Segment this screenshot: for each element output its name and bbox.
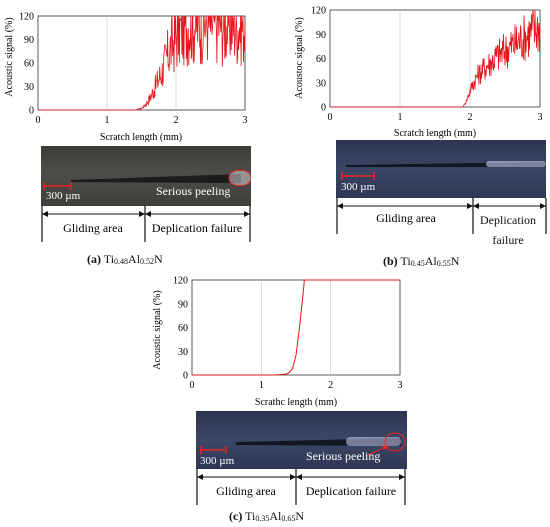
ylabel-c: Acoustic signal (%): [152, 290, 163, 369]
region-gliding-b: Gliding area: [376, 211, 436, 225]
photo-c: 300 µm Serious peeling: [196, 411, 407, 469]
gridlines-a: [106, 16, 177, 110]
region-failure-a: Deplication failure: [152, 221, 242, 235]
y-tick-label: 30: [316, 78, 326, 89]
region-bar-b: Gliding area: [336, 198, 547, 234]
gridlines-b: [399, 10, 471, 107]
x-tick-label: 3: [398, 380, 403, 391]
x-tick-label: 1: [105, 115, 110, 126]
x-tick-label: 1: [259, 380, 264, 391]
y-tick-label: 0: [29, 106, 34, 117]
ylabel-a: Acoustic signal (%): [4, 17, 15, 96]
y-tick-label: 90: [178, 299, 188, 310]
series-line-b: [330, 9, 541, 108]
ylabel-b: Acoustoc signal (%): [294, 17, 305, 99]
y-tick-label: 120: [173, 276, 188, 287]
photo-b: 300 µm: [336, 140, 546, 198]
peeling-label-c: Serious peeling: [306, 449, 381, 463]
y-tick-label: 90: [24, 35, 34, 46]
yticks-b: 0 30 60 90 120: [311, 6, 326, 114]
x-tick-label: 0: [190, 380, 195, 391]
region-bar-c: Gliding area Deplication failure: [196, 469, 406, 505]
series-line-c: [192, 279, 400, 376]
x-tick-label: 3: [243, 115, 248, 126]
region-failure-b: Deplication failure: [480, 213, 536, 247]
scale-label-b: 300 µm: [341, 181, 376, 193]
xlabel-a: Scratch length (mm): [100, 132, 182, 142]
x-tick-label: 1: [398, 112, 403, 123]
xticks-c: 0 1 2 3: [190, 380, 403, 391]
y-tick-label: 60: [316, 54, 326, 65]
series-line-a: [38, 15, 246, 111]
plot-frame-a: [37, 15, 246, 111]
photo-a: 300 µm Serious peeling: [41, 146, 251, 206]
gridlines-c: [261, 280, 331, 375]
peeling-label-a: Serious peeling: [156, 184, 231, 198]
y-tick-label: 120: [311, 6, 326, 17]
y-tick-label: 30: [178, 347, 188, 358]
yticks-a: 0 30 60 90 120: [19, 12, 34, 117]
y-tick-label: 60: [24, 59, 34, 70]
plot-frame-c: [191, 279, 401, 376]
x-tick-label: 0: [328, 112, 333, 123]
yticks-c: 0 30 60 90 120: [173, 276, 188, 382]
xticks-b: 0 1 2 3: [328, 112, 543, 123]
region-gliding-a: Gliding area: [63, 221, 123, 235]
caption-a: (a) Ti0.48Al0.52N: [87, 252, 163, 266]
caption-c: (c) Ti0.35Al0.65N: [229, 509, 305, 523]
xlabel-c: Scrathc length (mm): [255, 397, 337, 408]
scale-label-a: 300 µm: [46, 190, 81, 202]
region-bar-a: Gliding area Deplication failure: [41, 206, 251, 242]
x-tick-label: 2: [328, 380, 333, 391]
region-gliding-c: Gliding area: [216, 484, 276, 498]
x-tick-label: 3: [538, 112, 543, 123]
y-tick-label: 0: [183, 371, 188, 382]
region-failure-c: Deplication failure: [306, 484, 396, 498]
y-tick-label: 0: [321, 103, 326, 114]
x-tick-label: 0: [36, 115, 41, 126]
scale-label-c: 300 µm: [200, 455, 235, 467]
caption-b: (b) Ti0.45Al0.55N: [383, 254, 460, 268]
chart-b: Acoustoc signal (%) 0 30 60 90 120 0 1 2 3 Scra…: [294, 6, 543, 140]
xticks-a: 0 1 2 3: [36, 115, 248, 126]
y-tick-label: 60: [178, 323, 188, 334]
x-tick-label: 2: [468, 112, 473, 123]
chart-a: Acoustic signal (%) 0 30 60 90 120 0 1 2 3 Scra…: [4, 12, 248, 143]
xlabel-b: Scratch length (mm): [394, 128, 476, 139]
x-tick-label: 2: [174, 115, 179, 126]
y-tick-label: 120: [19, 12, 34, 23]
y-tick-label: 90: [316, 30, 326, 41]
chart-c: Acoustic signal (%) 0 30 60 90 120 0 1 2 3 Scra…: [152, 276, 403, 409]
y-tick-label: 30: [24, 82, 34, 93]
